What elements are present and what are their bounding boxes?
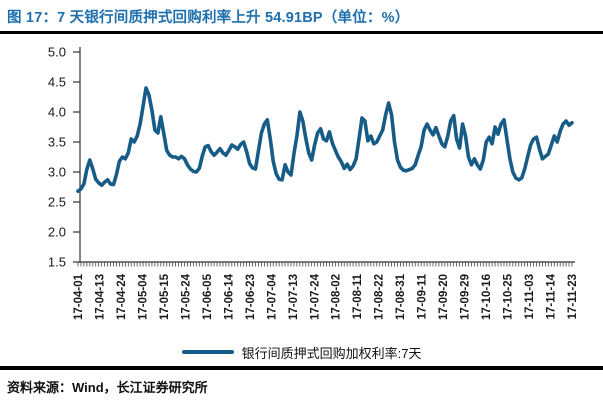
- x-tick-label: 17-06-05: [202, 273, 214, 320]
- title-divider: [0, 31, 603, 34]
- y-tick-label: 5.0: [48, 45, 66, 60]
- x-tick-label: 17-09-20: [438, 274, 450, 320]
- y-tick-label: 3.5: [48, 135, 66, 150]
- x-tick-label: 17-05-24: [180, 273, 192, 320]
- x-tick-label: 17-05-04: [137, 273, 149, 320]
- legend-line-swatch: [181, 349, 234, 355]
- x-tick-label: 17-08-11: [352, 273, 364, 319]
- chart-legend: 银行间质押式回购加权利率:7天: [0, 342, 603, 362]
- x-tick-label: 17-10-25: [503, 273, 515, 320]
- line-chart: 5.0 4.5 4.0 3.5 3.0 2.5 2.0 1.5 17-04-01 17-04-13…: [48, 45, 579, 321]
- x-tick-label: 17-04-01: [73, 273, 85, 320]
- y-tick-label: 3.0: [48, 165, 66, 180]
- x-tick-label: 17-11-23: [567, 274, 579, 319]
- y-tick-label: 2.5: [48, 195, 66, 210]
- x-tick-label: 17-10-16: [481, 274, 493, 320]
- x-tick-label: 17-08-02: [331, 274, 343, 320]
- x-tick-label: 17-07-24: [309, 273, 321, 320]
- legend-label: 银行间质押式回购加权利率:7天: [241, 345, 422, 361]
- x-tick-label: 17-11-03: [524, 274, 536, 319]
- y-tick-label: 1.5: [48, 255, 66, 270]
- x-tick-label: 17-05-15: [159, 273, 171, 320]
- y-tick-label: 4.0: [48, 105, 66, 120]
- y-tick-label: 2.0: [48, 225, 66, 240]
- x-tick-label: 17-09-29: [460, 274, 472, 320]
- x-tick-label: 17-08-31: [395, 273, 407, 320]
- page-title: 图 17：7 天银行间质押式回购利率上升 54.91BP（单位：%）: [7, 10, 410, 26]
- x-tick-label: 17-06-14: [223, 273, 235, 320]
- series-line: [76, 86, 574, 193]
- x-tick-label: 17-09-11: [417, 273, 429, 319]
- x-tick-label: 17-04-13: [94, 274, 106, 320]
- source-note: 资料来源：Wind，长江证券研究所: [7, 380, 208, 395]
- x-tick-label: 17-07-04: [266, 273, 278, 320]
- x-tick-label: 17-07-13: [288, 274, 300, 320]
- x-tick-label: 17-06-23: [245, 274, 257, 320]
- x-tick-label: 17-04-24: [116, 273, 128, 320]
- bottom-divider: [0, 366, 603, 370]
- x-tick-label: 17-11-14: [546, 273, 558, 319]
- y-tick-label: 4.5: [48, 75, 66, 90]
- x-tick-label: 17-08-22: [374, 274, 386, 320]
